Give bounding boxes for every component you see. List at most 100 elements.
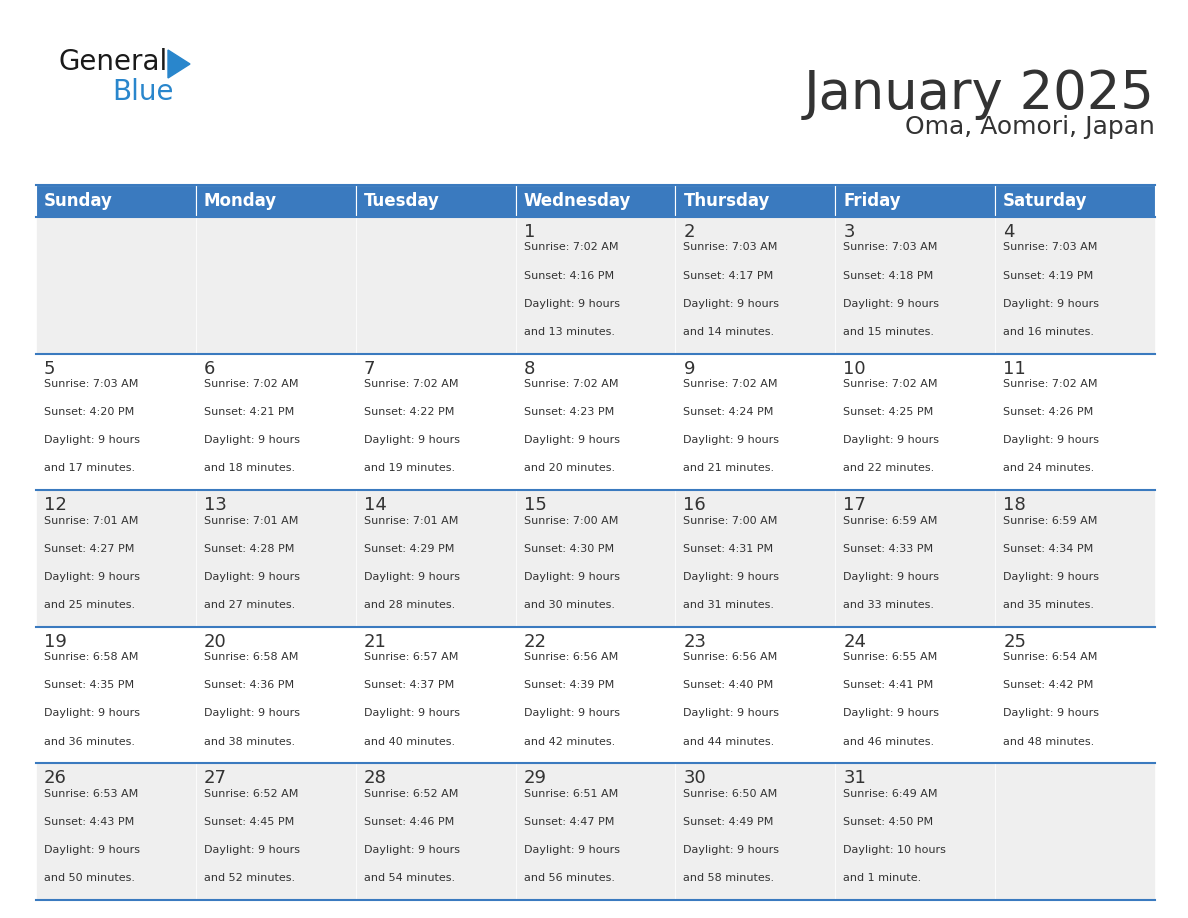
Text: Sunset: 4:34 PM: Sunset: 4:34 PM — [1003, 543, 1093, 554]
Text: Sunrise: 6:57 AM: Sunrise: 6:57 AM — [364, 653, 459, 662]
FancyBboxPatch shape — [36, 185, 196, 217]
Text: Sunrise: 7:02 AM: Sunrise: 7:02 AM — [524, 242, 618, 252]
Text: 3: 3 — [843, 223, 855, 241]
Text: 5: 5 — [44, 360, 56, 377]
FancyBboxPatch shape — [516, 627, 676, 764]
Text: Daylight: 9 hours: Daylight: 9 hours — [524, 709, 620, 719]
FancyBboxPatch shape — [355, 490, 516, 627]
Text: 17: 17 — [843, 497, 866, 514]
Text: 19: 19 — [44, 633, 67, 651]
Text: 6: 6 — [204, 360, 215, 377]
Text: Sunrise: 6:58 AM: Sunrise: 6:58 AM — [204, 653, 298, 662]
Text: Sunset: 4:26 PM: Sunset: 4:26 PM — [1003, 408, 1093, 417]
FancyBboxPatch shape — [36, 217, 196, 353]
Text: 1: 1 — [524, 223, 535, 241]
Text: Sunset: 4:47 PM: Sunset: 4:47 PM — [524, 817, 614, 827]
Text: Sunrise: 7:01 AM: Sunrise: 7:01 AM — [204, 516, 298, 526]
Text: Blue: Blue — [112, 78, 173, 106]
FancyBboxPatch shape — [996, 217, 1155, 353]
Text: Sunset: 4:49 PM: Sunset: 4:49 PM — [683, 817, 773, 827]
Text: Daylight: 10 hours: Daylight: 10 hours — [843, 845, 946, 855]
Text: Daylight: 9 hours: Daylight: 9 hours — [204, 709, 299, 719]
Text: Sunrise: 6:58 AM: Sunrise: 6:58 AM — [44, 653, 138, 662]
Text: Daylight: 9 hours: Daylight: 9 hours — [683, 845, 779, 855]
Text: Sunrise: 6:53 AM: Sunrise: 6:53 AM — [44, 789, 138, 799]
Text: 10: 10 — [843, 360, 866, 377]
Text: January 2025: January 2025 — [804, 68, 1155, 120]
Text: Daylight: 9 hours: Daylight: 9 hours — [524, 845, 620, 855]
Text: Sunset: 4:30 PM: Sunset: 4:30 PM — [524, 543, 614, 554]
Text: Daylight: 9 hours: Daylight: 9 hours — [44, 845, 140, 855]
Text: 28: 28 — [364, 769, 386, 788]
Text: Thursday: Thursday — [683, 192, 770, 210]
Text: Sunset: 4:40 PM: Sunset: 4:40 PM — [683, 680, 773, 690]
FancyBboxPatch shape — [355, 764, 516, 900]
Text: and 25 minutes.: and 25 minutes. — [44, 600, 135, 610]
FancyBboxPatch shape — [996, 764, 1155, 900]
FancyBboxPatch shape — [835, 764, 996, 900]
Text: Daylight: 9 hours: Daylight: 9 hours — [204, 845, 299, 855]
Text: Daylight: 9 hours: Daylight: 9 hours — [364, 435, 460, 445]
Text: Oma, Aomori, Japan: Oma, Aomori, Japan — [905, 115, 1155, 139]
FancyBboxPatch shape — [676, 764, 835, 900]
Text: Daylight: 9 hours: Daylight: 9 hours — [843, 572, 940, 582]
Text: 20: 20 — [204, 633, 227, 651]
Text: Sunrise: 7:03 AM: Sunrise: 7:03 AM — [44, 379, 138, 389]
Text: Sunset: 4:29 PM: Sunset: 4:29 PM — [364, 543, 454, 554]
Text: and 16 minutes.: and 16 minutes. — [1003, 327, 1094, 337]
Text: 18: 18 — [1003, 497, 1026, 514]
Text: 29: 29 — [524, 769, 546, 788]
Text: 27: 27 — [204, 769, 227, 788]
Text: and 31 minutes.: and 31 minutes. — [683, 600, 775, 610]
Text: Sunset: 4:28 PM: Sunset: 4:28 PM — [204, 543, 295, 554]
Text: Sunset: 4:21 PM: Sunset: 4:21 PM — [204, 408, 295, 417]
Text: Sunrise: 7:02 AM: Sunrise: 7:02 AM — [843, 379, 937, 389]
Text: Sunrise: 7:01 AM: Sunrise: 7:01 AM — [44, 516, 138, 526]
Text: Daylight: 9 hours: Daylight: 9 hours — [364, 845, 460, 855]
FancyBboxPatch shape — [36, 490, 196, 627]
Text: and 21 minutes.: and 21 minutes. — [683, 464, 775, 474]
Text: and 46 minutes.: and 46 minutes. — [843, 736, 935, 746]
Text: Daylight: 9 hours: Daylight: 9 hours — [1003, 435, 1099, 445]
Text: 25: 25 — [1003, 633, 1026, 651]
Text: Sunrise: 7:03 AM: Sunrise: 7:03 AM — [1003, 242, 1098, 252]
Text: 26: 26 — [44, 769, 67, 788]
Text: Sunrise: 7:02 AM: Sunrise: 7:02 AM — [683, 379, 778, 389]
Text: Sunset: 4:27 PM: Sunset: 4:27 PM — [44, 543, 134, 554]
Text: Daylight: 9 hours: Daylight: 9 hours — [683, 435, 779, 445]
Text: Sunrise: 6:52 AM: Sunrise: 6:52 AM — [204, 789, 298, 799]
Text: 13: 13 — [204, 497, 227, 514]
Text: and 48 minutes.: and 48 minutes. — [1003, 736, 1094, 746]
Text: Daylight: 9 hours: Daylight: 9 hours — [1003, 572, 1099, 582]
Text: Daylight: 9 hours: Daylight: 9 hours — [1003, 709, 1099, 719]
FancyBboxPatch shape — [676, 185, 835, 217]
Text: Sunrise: 6:52 AM: Sunrise: 6:52 AM — [364, 789, 459, 799]
Text: and 35 minutes.: and 35 minutes. — [1003, 600, 1094, 610]
FancyBboxPatch shape — [196, 185, 355, 217]
Text: and 33 minutes.: and 33 minutes. — [843, 600, 934, 610]
Text: Sunset: 4:18 PM: Sunset: 4:18 PM — [843, 271, 934, 281]
Text: Daylight: 9 hours: Daylight: 9 hours — [204, 572, 299, 582]
Text: Sunrise: 7:02 AM: Sunrise: 7:02 AM — [524, 379, 618, 389]
Text: Sunset: 4:46 PM: Sunset: 4:46 PM — [364, 817, 454, 827]
Text: Sunset: 4:39 PM: Sunset: 4:39 PM — [524, 680, 614, 690]
Text: 7: 7 — [364, 360, 375, 377]
Text: and 18 minutes.: and 18 minutes. — [204, 464, 295, 474]
Text: and 15 minutes.: and 15 minutes. — [843, 327, 934, 337]
Text: Tuesday: Tuesday — [364, 192, 440, 210]
Text: Sunset: 4:36 PM: Sunset: 4:36 PM — [204, 680, 293, 690]
Text: Sunrise: 6:55 AM: Sunrise: 6:55 AM — [843, 653, 937, 662]
Text: 24: 24 — [843, 633, 866, 651]
Text: and 52 minutes.: and 52 minutes. — [204, 873, 295, 883]
Text: Daylight: 9 hours: Daylight: 9 hours — [843, 709, 940, 719]
FancyBboxPatch shape — [36, 353, 196, 490]
Text: Sunday: Sunday — [44, 192, 113, 210]
Text: Sunset: 4:35 PM: Sunset: 4:35 PM — [44, 680, 134, 690]
Text: Sunset: 4:50 PM: Sunset: 4:50 PM — [843, 817, 934, 827]
Text: 15: 15 — [524, 497, 546, 514]
FancyBboxPatch shape — [36, 627, 196, 764]
Text: and 38 minutes.: and 38 minutes. — [204, 736, 295, 746]
Text: and 56 minutes.: and 56 minutes. — [524, 873, 614, 883]
Text: Sunset: 4:25 PM: Sunset: 4:25 PM — [843, 408, 934, 417]
FancyBboxPatch shape — [516, 490, 676, 627]
